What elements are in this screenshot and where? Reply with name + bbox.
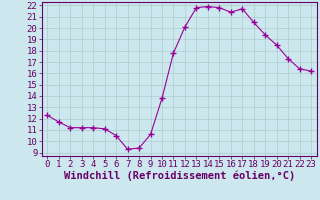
X-axis label: Windchill (Refroidissement éolien,°C): Windchill (Refroidissement éolien,°C)	[64, 171, 295, 181]
